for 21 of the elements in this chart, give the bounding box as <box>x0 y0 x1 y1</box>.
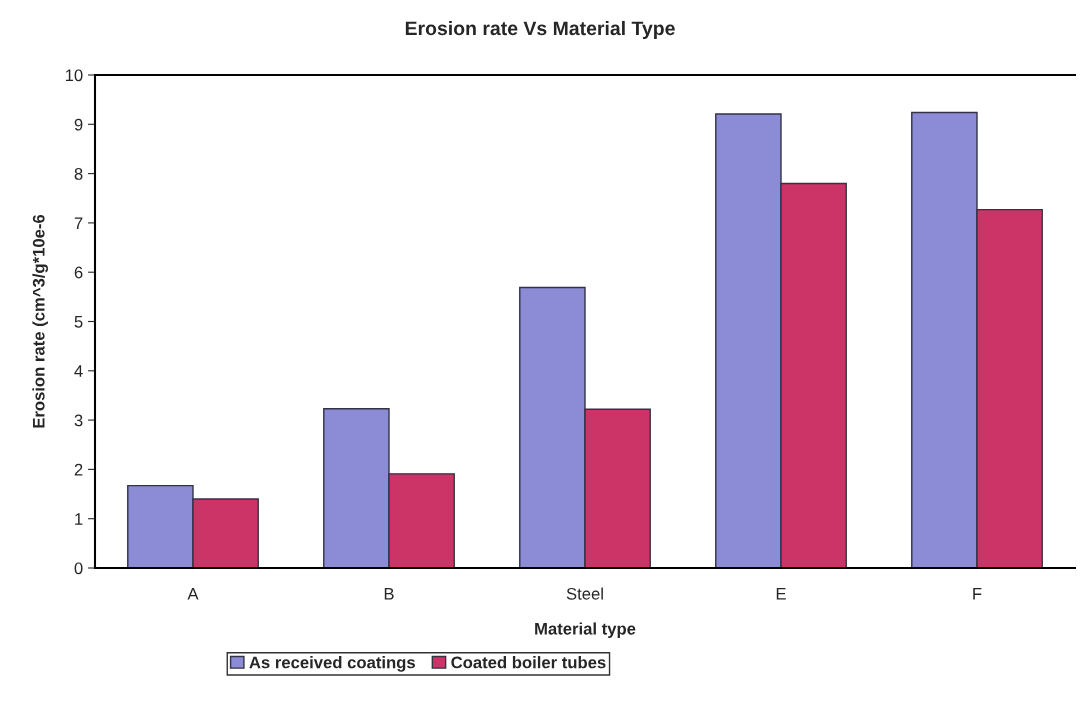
x-tick-label: B <box>384 588 394 600</box>
y-tick-label: 9 <box>74 118 83 131</box>
chart-title: Erosion rate Vs Material Type <box>405 20 675 40</box>
x-tick-label: Steel <box>566 587 603 600</box>
y-tick-label: 7 <box>74 217 83 229</box>
x-axis-title: Material type <box>535 622 636 638</box>
y-tick-label: 0 <box>74 562 83 575</box>
y-tick-label: 5 <box>74 316 83 328</box>
y-tick-label: 2 <box>74 463 83 476</box>
y-tick-label: 8 <box>74 168 83 180</box>
legend-label: As received coatings <box>249 656 415 672</box>
x-tick-label: F <box>973 588 982 600</box>
y-axis-title: Erosion rate (cm^3/g*10e-6 <box>32 214 48 428</box>
x-tick-label: E <box>776 588 786 600</box>
x-tick-label: A <box>187 588 199 600</box>
y-tick-label: 4 <box>74 365 83 377</box>
y-tick-label: 6 <box>74 266 83 279</box>
y-tick-label: 10 <box>65 69 83 82</box>
y-tick-label: 1 <box>75 513 83 525</box>
legend-label: Coated boiler tubes <box>451 656 606 669</box>
y-tick-label: 3 <box>74 414 83 427</box>
